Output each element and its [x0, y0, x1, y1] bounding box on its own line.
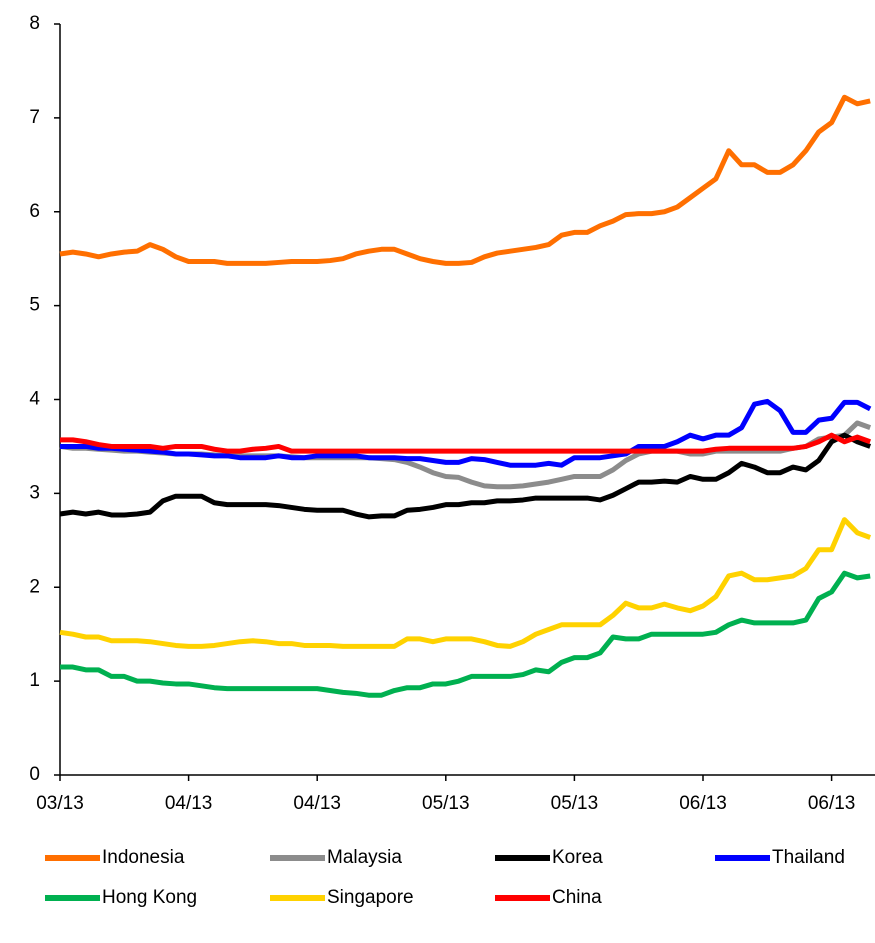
y-tick-label: 0 [29, 764, 40, 785]
y-tick-label: 8 [29, 13, 40, 34]
y-tick-label: 1 [29, 670, 40, 691]
legend-label: Singapore [327, 887, 414, 908]
x-tick-label: 06/13 [808, 793, 856, 814]
y-tick-label: 5 [29, 295, 40, 316]
x-tick-label: 03/13 [36, 793, 84, 814]
series-line [60, 432, 872, 454]
x-tick-label: 04/13 [165, 793, 213, 814]
x-tick-label: 04/13 [293, 793, 341, 814]
x-tick-label: 06/13 [679, 793, 727, 814]
series-line [60, 398, 872, 468]
x-tick-label: 05/13 [422, 793, 470, 814]
legend-label: China [552, 887, 602, 908]
series-line [60, 570, 871, 698]
y-tick-label: 6 [29, 201, 40, 222]
x-tick-label: 05/13 [551, 793, 599, 814]
legend-label: Thailand [772, 847, 845, 868]
legend-label: Malaysia [327, 847, 402, 868]
series-line [59, 94, 871, 266]
y-tick-label: 3 [29, 482, 40, 503]
y-tick-label: 4 [29, 389, 40, 410]
legend-label: Indonesia [102, 847, 185, 868]
y-tick-label: 2 [29, 576, 40, 597]
series-line [59, 432, 872, 520]
legend-label: Hong Kong [102, 887, 197, 908]
y-tick-label: 7 [29, 107, 40, 128]
legend-label: Korea [552, 847, 603, 868]
series-line [59, 517, 872, 649]
